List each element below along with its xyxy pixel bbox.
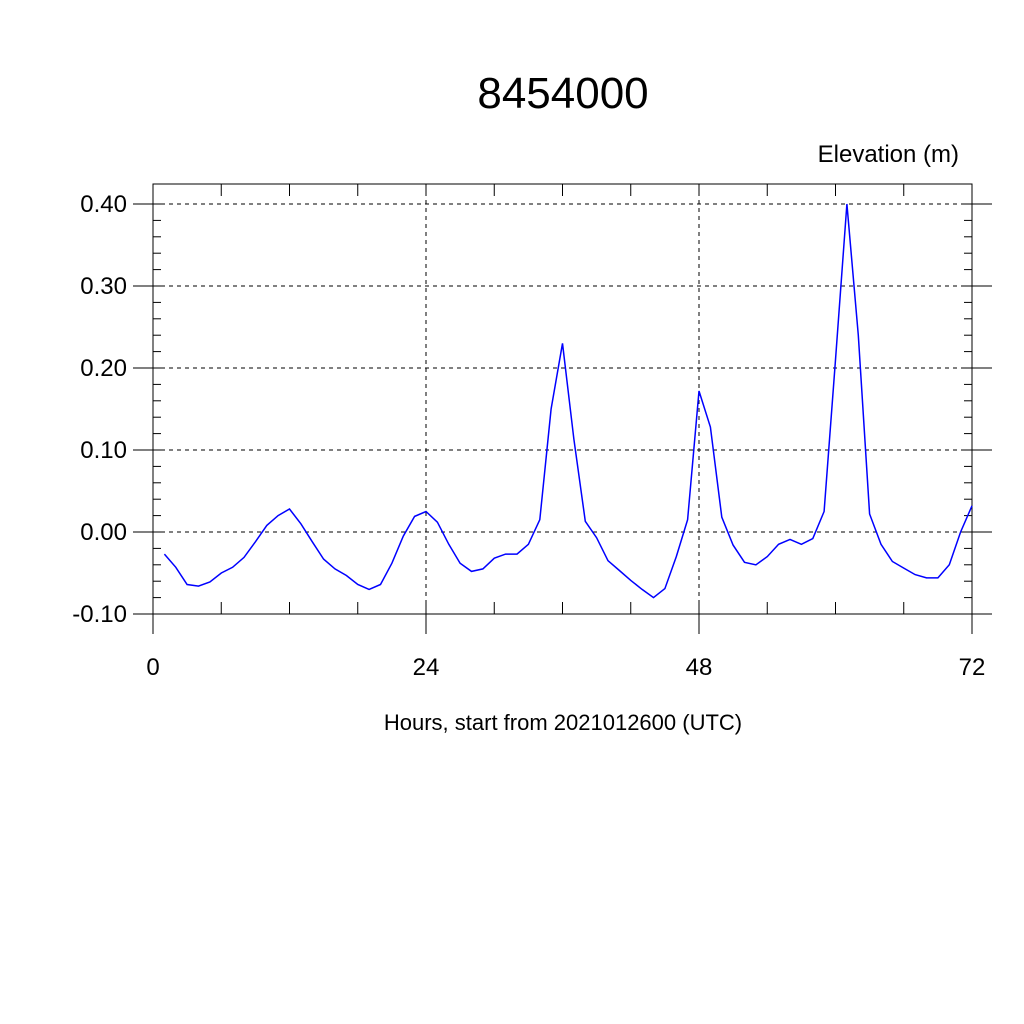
y-tick-label: 0.20 (80, 355, 127, 382)
y-tick-label: 0.40 (80, 191, 127, 218)
elevation-series-line (163, 203, 973, 599)
x-axis-label: Hours, start from 2021012600 (UTC) (384, 710, 742, 735)
chart-title: 8454000 (477, 69, 648, 118)
x-tick-label: 48 (686, 654, 713, 681)
y-tick-label: 0.00 (80, 519, 127, 546)
y-tick-label: 0.30 (80, 273, 127, 300)
x-tick-label: 0 (146, 654, 159, 681)
y-axis-label: Elevation (m) (818, 141, 959, 168)
x-tick-label: 24 (413, 654, 440, 681)
plot-frame (152, 183, 973, 615)
y-tick-label: -0.10 (72, 601, 127, 628)
x-tick-label: 72 (959, 654, 986, 681)
tick-labels: -0.10 0.00 0.10 0.20 0.30 0.40 0 24 48 72 (72, 191, 985, 681)
series-layer (163, 203, 973, 599)
grid (153, 184, 972, 615)
y-tick-label: 0.10 (80, 437, 127, 464)
